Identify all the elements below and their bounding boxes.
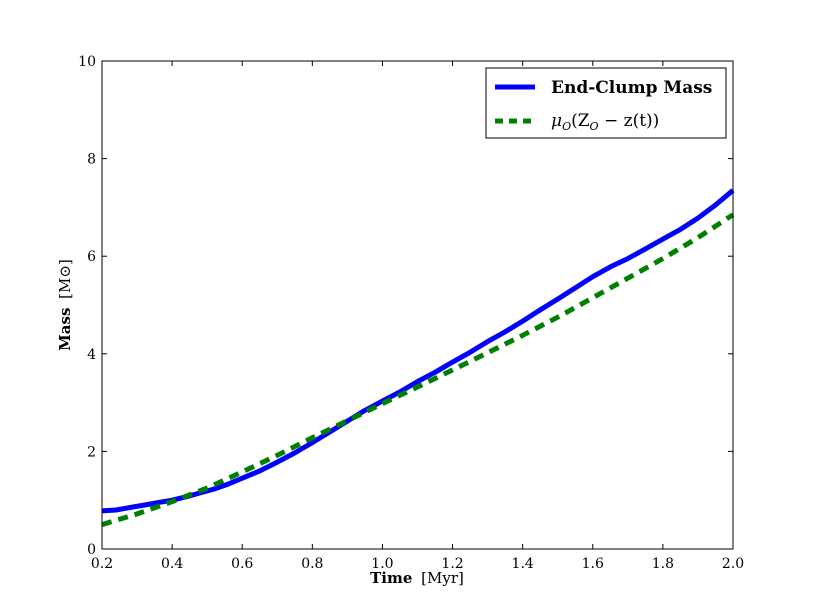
legend-box xyxy=(485,67,727,139)
x-tick-label: 1.0 xyxy=(371,556,393,572)
x-tick-label: 1.2 xyxy=(441,556,463,572)
y-tick-label: 6 xyxy=(87,249,96,265)
y-tick-label: 8 xyxy=(87,152,96,168)
axis-ticks: 0.2 0.4 0.6 0.8 1.0 1.2 1.4 1.6 1.8 2.0 0 2 4 6 8 10 xyxy=(78,54,744,572)
y-tick-label: 2 xyxy=(87,444,96,460)
y-tick-label: 10 xyxy=(78,54,96,70)
legend-mu-subscript: O xyxy=(562,120,571,133)
x-tick-label: 0.2 xyxy=(91,556,113,572)
legend-mu-symbol: μ xyxy=(551,111,562,131)
legend: End-Clump Mass μO(ZO − z(t)) xyxy=(485,67,727,139)
x-axis-label-word: Time xyxy=(370,569,412,587)
y-axis-label-unit: [M⊙] xyxy=(56,259,74,299)
y-tick-label: 4 xyxy=(87,347,96,363)
legend-open-paren-z: (Z xyxy=(571,111,590,131)
legend-label-mu-series: μO(ZO − z(t)) xyxy=(551,111,659,133)
plot-lines xyxy=(101,188,735,527)
legend-rest: − z(t)) xyxy=(599,111,660,131)
x-tick-label: 0.6 xyxy=(231,556,253,572)
x-axis-label: Time [Myr] xyxy=(370,569,464,587)
x-tick-label: 2.0 xyxy=(722,556,744,572)
y-tick-label: 0 xyxy=(87,542,96,558)
series-line-1 xyxy=(101,212,735,527)
y-axis-label-word: Mass xyxy=(56,308,74,351)
plot-frame xyxy=(101,60,734,550)
x-tick-label: 1.4 xyxy=(512,556,534,572)
x-axis-label-unit: [Myr] xyxy=(421,569,464,587)
x-tick-label: 0.4 xyxy=(161,556,183,572)
legend-z-subscript: O xyxy=(590,120,599,133)
x-tick-label: 0.8 xyxy=(301,556,323,572)
y-axis-label: Mass [M⊙] xyxy=(56,259,74,351)
x-tick-label: 1.6 xyxy=(582,556,604,572)
x-tick-label: 1.8 xyxy=(652,556,674,572)
legend-label-end-clump-mass: End-Clump Mass xyxy=(551,78,712,98)
